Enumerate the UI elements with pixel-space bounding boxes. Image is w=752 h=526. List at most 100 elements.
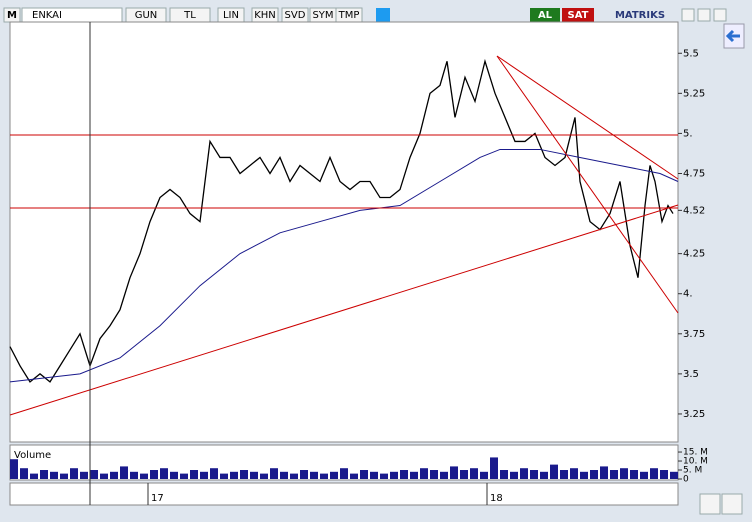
volume-bar (660, 470, 668, 479)
y-tick-label: 4.75 (683, 168, 705, 179)
volume-bar (650, 468, 658, 479)
toolbar-button-label: TMP (338, 10, 360, 21)
price-panel (9, 21, 679, 443)
volume-bar (480, 471, 488, 479)
volume-bar (360, 470, 368, 479)
toolbar-button-label: SYM (312, 10, 333, 21)
x-tick-label: 18 (490, 493, 503, 504)
volume-bar (620, 468, 628, 479)
volume-bar (290, 473, 298, 479)
volume-tick-label: 10. M (683, 457, 708, 467)
volume-bar (670, 471, 678, 479)
volume-bar (50, 471, 58, 479)
volume-bar (10, 459, 18, 479)
x-tick-label: 17 (151, 493, 164, 504)
volume-bar (590, 470, 598, 479)
y-tick-label: 4.25 (683, 249, 705, 260)
volume-bar (550, 464, 558, 479)
sell-label: SAT (568, 10, 589, 21)
volume-bar (140, 473, 148, 479)
refresh[interactable] (699, 493, 721, 515)
symbol: ENKAI (32, 10, 62, 21)
volume-bar (560, 470, 568, 479)
volume-bar (340, 468, 348, 479)
volume-bar (450, 466, 458, 479)
arrow-icon (725, 29, 740, 43)
volume-bar (250, 471, 258, 479)
volume-bar (200, 471, 208, 479)
twitter-icon[interactable] (376, 8, 390, 22)
toolbar-button-label: GUN (135, 10, 158, 21)
trend-line (9, 204, 679, 416)
volume-bar (500, 470, 508, 479)
channel-upper (496, 55, 679, 180)
brand: MATRIKS (615, 10, 665, 21)
price-line (9, 58, 674, 383)
volume-bar (270, 468, 278, 479)
settings[interactable] (721, 493, 743, 515)
y-tick-label: 4. (683, 289, 693, 300)
volume-bar (70, 468, 78, 479)
toolbar-button-label: LIN (223, 10, 239, 21)
buy-button[interactable] (530, 8, 560, 22)
volume-bar (40, 470, 48, 479)
sell-button[interactable] (562, 8, 594, 22)
minimize[interactable] (681, 8, 695, 22)
volume-bar (90, 470, 98, 479)
volume-bar (190, 470, 198, 479)
volume-bar (180, 473, 188, 479)
close[interactable] (713, 8, 727, 22)
volume-bar (380, 473, 388, 479)
channel-lower (496, 55, 679, 314)
volume-bar (640, 471, 648, 479)
volume-bar (310, 471, 318, 479)
volume-bar (460, 470, 468, 479)
volume-bar (150, 470, 158, 479)
volume-bar (530, 470, 538, 479)
volume-bar (160, 468, 168, 479)
volume-bar (30, 473, 38, 479)
y-tick-label: 3.75 (683, 329, 705, 340)
volume-bar (110, 471, 118, 479)
volume-bar (120, 466, 128, 479)
volume-bar (330, 471, 338, 479)
volume-bar (390, 471, 398, 479)
volume-bar (440, 471, 448, 479)
buy-label: AL (538, 10, 553, 21)
volume-bar (610, 470, 618, 479)
volume-bar (230, 471, 238, 479)
volume-bar (100, 473, 108, 479)
volume-bar (300, 470, 308, 479)
volume-bar (400, 470, 408, 479)
volume-bar (210, 468, 218, 479)
volume-tick-label: 15. M (683, 448, 708, 458)
volume-bar (520, 468, 528, 479)
volume-bar (20, 468, 28, 479)
volume-bar (220, 473, 228, 479)
volume-tick-label: 0 (683, 475, 689, 485)
volume-bar (570, 468, 578, 479)
y-tick-label: 3.5 (683, 369, 699, 380)
volume-bar (370, 471, 378, 479)
maximize[interactable] (697, 8, 711, 22)
volume-bar (60, 473, 68, 479)
volume-bar (320, 473, 328, 479)
volume-bar (350, 473, 358, 479)
volume-bar (260, 473, 268, 479)
volume-bar (510, 471, 518, 479)
y-tick-label: 4.52 (683, 205, 705, 216)
volume-bar (630, 470, 638, 479)
volume-bar (170, 471, 178, 479)
y-tick-label: 5.25 (683, 88, 705, 99)
volume-bar (240, 470, 248, 479)
volume-bar (540, 471, 548, 479)
volume-bar (130, 471, 138, 479)
toolbar-button-label: SVD (285, 10, 306, 21)
y-tick-label: 5.5 (683, 48, 699, 59)
volume-bar (470, 468, 478, 479)
toolbar-button-label: TL (183, 10, 196, 21)
volume-bar (80, 471, 88, 479)
toolbar-button-label: KHN (254, 10, 276, 21)
volume-tick-label: 5. M (683, 466, 702, 476)
